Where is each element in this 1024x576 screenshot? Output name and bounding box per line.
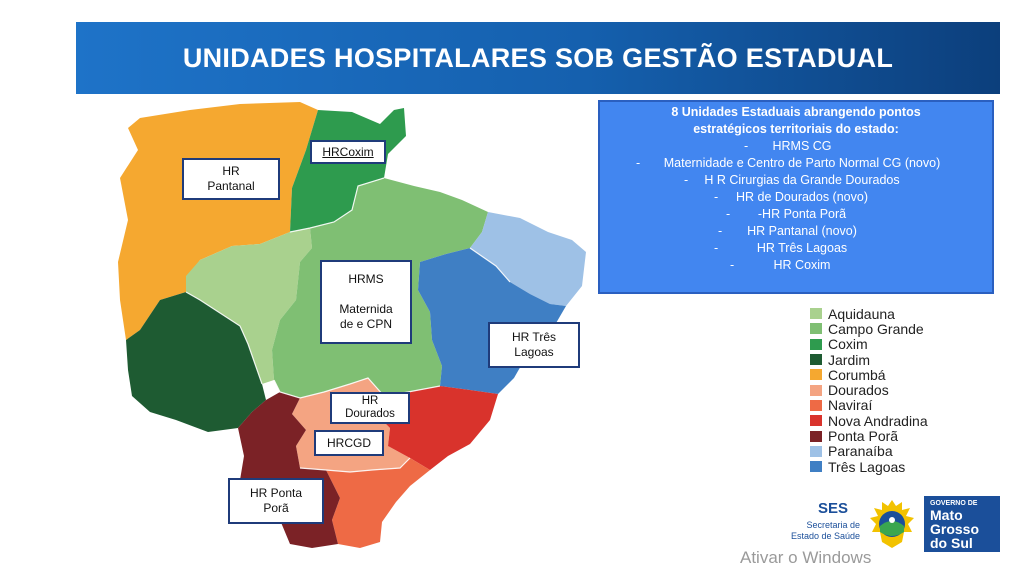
label-hr-dourados-text: HR Dourados — [345, 395, 395, 420]
info-heading-line1: 8 Unidades Estaduais abrangendo pontos — [671, 105, 921, 119]
info-item: - Maternidade e Centro de Parto Normal CG… — [600, 155, 992, 172]
label-hr-coxim: HRCoxim — [310, 140, 386, 164]
region-coxim — [290, 108, 406, 232]
hospital-units-info-box: 8 Unidades Estaduais abrangendo pontos e… — [598, 100, 994, 294]
info-item-bullet: - — [744, 139, 749, 153]
page-title: UNIDADES HOSPITALARES SOB GESTÃO ESTADUA… — [182, 42, 894, 73]
legend-item: Três Lagoas — [810, 458, 928, 475]
legend-item: Naviraí — [810, 397, 928, 414]
label-hrcgd: HRCGD — [314, 430, 384, 456]
gov-big-text: Mato Grosso do Sul — [930, 507, 980, 551]
legend-swatch — [810, 461, 822, 473]
legend-swatch — [810, 399, 822, 411]
info-item-text: HR de Dourados (novo) — [735, 190, 868, 204]
legend-item: Corumbá — [810, 366, 928, 383]
state-coat-of-arms-icon — [870, 500, 914, 548]
legend-swatch — [810, 430, 822, 442]
label-hr-coxim-text: HRCoxim — [322, 144, 374, 159]
info-item-bullet: - — [718, 224, 723, 238]
legend-item: Ponta Porã — [810, 428, 928, 445]
legend-label: Aquidauna — [828, 305, 895, 322]
legend-label: Nova Andradina — [828, 412, 928, 429]
info-item-bullet: - — [684, 173, 689, 187]
info-item: - HR de Dourados (novo) — [600, 189, 992, 206]
info-item-text: H R Cirurgias da Grande Dourados — [704, 173, 900, 187]
label-hr-dourados: HR Dourados — [330, 392, 410, 424]
info-item-text: HRMS CG — [772, 139, 832, 153]
label-hrms: HRMS Maternida de e CPN — [320, 260, 412, 344]
info-item: - HR Pantanal (novo) — [600, 223, 992, 240]
info-item-text: HR Coxim — [773, 258, 831, 272]
legend-label: Paranaíba — [828, 443, 893, 460]
region-navirai — [326, 458, 430, 548]
windows-activation-watermark: Ativar o Windows — [740, 548, 872, 567]
region-tres-lagoas — [418, 248, 566, 394]
legend-swatch — [810, 445, 822, 457]
legend-swatch — [810, 384, 822, 396]
legend-label: Campo Grande — [828, 320, 924, 337]
label-hr-tres-lagoas: HR Três Lagoas — [488, 322, 580, 368]
info-item-bullet: - — [714, 190, 719, 204]
legend-item: Campo Grande — [810, 320, 928, 337]
legend-swatch — [810, 338, 822, 350]
label-hr-ponta-pora: HR Ponta Porã — [228, 478, 324, 524]
info-item-bullet: - — [726, 207, 731, 221]
ses-subtitle: Secretaria de Estado de Saúde — [790, 520, 860, 541]
legend-swatch — [810, 415, 822, 427]
info-item-bullet: - — [730, 258, 735, 272]
info-item: - HR Coxim — [600, 257, 992, 274]
legend-label: Naviraí — [828, 397, 873, 414]
info-item: - HRMS CG — [600, 138, 992, 155]
info-item: - HR Três Lagoas — [600, 240, 992, 257]
info-item-text: HR Três Lagoas — [756, 241, 848, 255]
label-hrms-text: HRMS Maternida de e CPN — [339, 272, 393, 331]
footer-logos: SES Secretaria de Estado de Saúde GOVERN… — [780, 494, 1010, 554]
governo-ms-logo: GOVERNO DE Mato Grosso do Sul — [924, 496, 1000, 552]
legend-label: Três Lagoas — [828, 458, 906, 475]
info-item: - H R Cirurgias da Grande Dourados — [600, 172, 992, 189]
legend-item: Dourados — [810, 382, 928, 399]
legend-item: Paranaíba — [810, 443, 928, 460]
legend-swatch — [810, 323, 822, 335]
label-hr-tres-lagoas-text: HR Três Lagoas — [511, 330, 556, 359]
label-hr-pantanal: HR Pantanal — [182, 158, 280, 200]
legend-label: Ponta Porã — [828, 428, 899, 445]
legend-label: Corumbá — [828, 366, 886, 383]
legend-swatch — [810, 308, 822, 320]
region-paranaiba — [470, 212, 586, 306]
label-hrcgd-text: HRCGD — [327, 435, 371, 450]
legend-label: Jardim — [828, 351, 871, 368]
info-heading-line2: estratégicos territoriais do estado: — [693, 122, 899, 136]
title-banner: UNIDADES HOSPITALARES SOB GESTÃO ESTADUA… — [76, 22, 1000, 94]
legend-item: Jardim — [810, 351, 928, 368]
label-hr-pantanal-text: HR Pantanal — [207, 164, 255, 193]
legend-label: Coxim — [828, 336, 868, 353]
label-hr-ponta-pora-text: HR Ponta Porã — [249, 486, 303, 515]
info-item-text: HR Pantanal (novo) — [747, 224, 857, 238]
info-item-text: Maternidade e Centro de Parto Normal CG … — [663, 156, 941, 170]
legend-label: Dourados — [828, 382, 889, 399]
legend-swatch — [810, 354, 822, 366]
ses-logo-text: SES — [818, 500, 849, 517]
info-item-bullet: - — [636, 156, 641, 170]
legend-item: Aquidauna — [810, 305, 928, 322]
info-item-text: -HR Ponta Porã — [757, 207, 847, 221]
region-jardim — [126, 292, 266, 432]
map-legend: Aquidauna Campo Grande Coxim Jardim Corumbá D… — [810, 305, 928, 475]
legend-item: Nova Andradina — [810, 412, 928, 429]
gov-small-text: GOVERNO DE — [930, 500, 978, 507]
legend-item: Coxim — [810, 336, 928, 353]
info-item: - -HR Ponta Porã — [600, 206, 992, 223]
info-items-list: - HRMS CG - Maternidade e Centro de Parto N… — [600, 138, 992, 274]
legend-swatch — [810, 369, 822, 381]
region-aquidauana — [186, 228, 312, 384]
info-item-bullet: - — [714, 241, 719, 255]
